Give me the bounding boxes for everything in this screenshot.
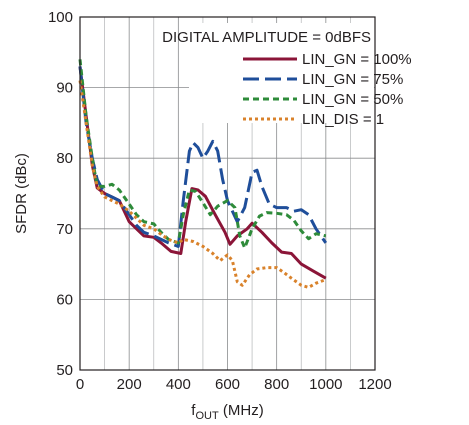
legend-label-1: LIN_GN = 100%	[302, 51, 412, 68]
x-axis-label-main: f	[191, 402, 196, 419]
x-tick-label: 0	[76, 376, 84, 393]
y-tick-label: 60	[56, 291, 73, 308]
x-tick-label: 600	[215, 376, 240, 393]
tick-labels: 0 200 400 600 800 1000 1200 50 60 70 80 90 100	[48, 9, 392, 393]
x-tick-label: 800	[264, 376, 289, 393]
legend-background	[189, 23, 374, 123]
series-line-3	[78, 59, 327, 250]
legend-label-4: LIN_DIS = 1	[302, 111, 384, 128]
x-axis-label-unit: (MHz)	[219, 402, 264, 419]
x-tick-label: 200	[117, 376, 142, 393]
series-line-2	[78, 66, 328, 248]
y-tick-label: 90	[56, 80, 73, 97]
x-tick-label: 400	[166, 376, 191, 393]
legend-title: DIGITAL AMPLITUDE = 0dBFS	[162, 29, 371, 46]
y-tick-label: 50	[56, 362, 73, 379]
x-axis-label: fOUT (MHz)	[191, 402, 263, 422]
series-lines	[78, 59, 328, 289]
x-tick-label: 1000	[309, 376, 342, 393]
plot-frame	[79, 16, 376, 371]
y-tick-label: 80	[56, 150, 73, 167]
x-tick-label: 1200	[358, 376, 391, 393]
series-line-4	[78, 80, 327, 289]
x-axis-label-subscript: OUT	[195, 410, 219, 422]
y-tick-label: 100	[48, 9, 73, 26]
legend-label-2: LIN_GN = 75%	[302, 71, 403, 88]
y-axis-label: SFDR (dBc)	[13, 153, 30, 234]
legend-label-3: LIN_GN = 50%	[302, 91, 403, 108]
y-tick-label: 70	[56, 221, 73, 238]
legend: DIGITAL AMPLITUDE = 0dBFS LIN_GN = 100% L…	[162, 29, 411, 128]
